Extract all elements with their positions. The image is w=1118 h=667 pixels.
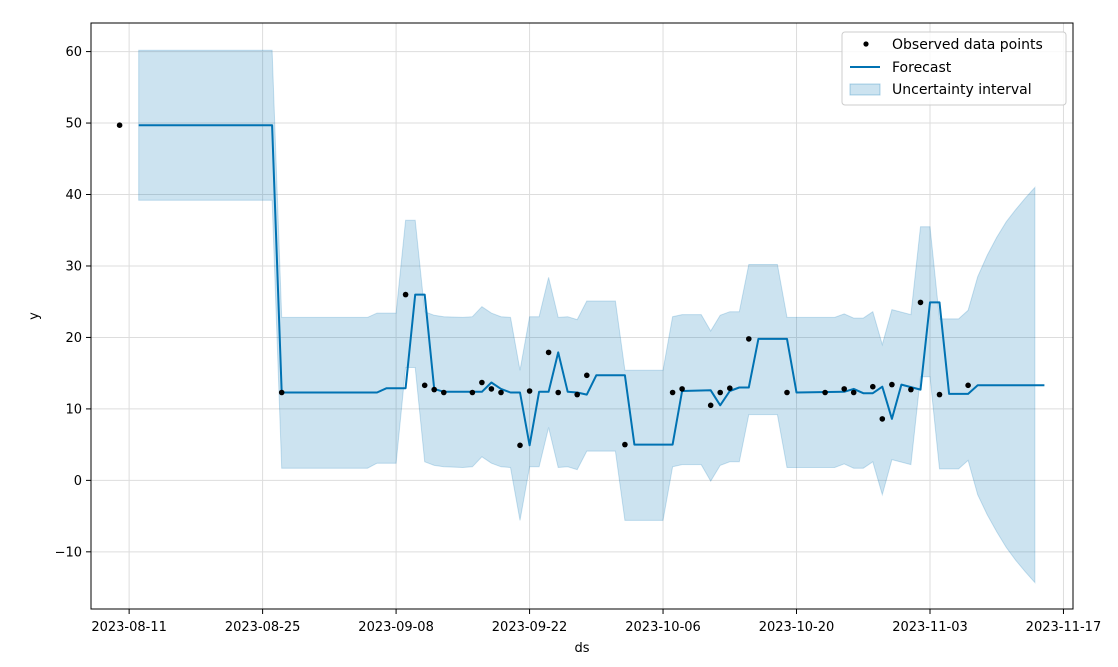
observed-data-point [431, 386, 438, 393]
observed-data-point [965, 382, 971, 389]
grid-lines [91, 23, 1073, 609]
observed-data-point [841, 386, 847, 392]
observed-data-point [679, 386, 685, 392]
y-tick-label: 60 [65, 45, 82, 60]
observed-data-point [526, 388, 533, 394]
observed-points-layer [116, 122, 971, 449]
observed-data-point [488, 386, 495, 392]
y-tick-label: 30 [65, 259, 82, 274]
observed-data-point [545, 349, 552, 356]
observed-data-point [822, 389, 828, 396]
observed-data-point [879, 416, 886, 422]
observed-data-point [669, 389, 676, 396]
y-tick-label: 50 [65, 117, 82, 132]
observed-data-point [746, 336, 752, 342]
observed-data-point [555, 389, 561, 396]
observed-data-point [517, 442, 523, 449]
observed-data-point [707, 402, 714, 409]
observed-data-point [574, 391, 580, 398]
observed-data-point [441, 389, 447, 396]
observed-data-point [421, 382, 428, 389]
plot-frame [90, 22, 1074, 610]
observed-data-point [479, 379, 485, 386]
legend-marker-observed [863, 41, 869, 47]
observed-data-point [622, 441, 628, 448]
x-tick-label: 2023-10-06 [625, 620, 701, 635]
x-tick-label: 2023-09-22 [492, 620, 568, 635]
observed-data-point [278, 389, 285, 396]
x-tick-label: 2023-09-08 [358, 620, 434, 635]
legend-label-observed: Observed data points [892, 37, 1043, 53]
y-tick-label: 40 [65, 188, 82, 203]
legend-marker-interval [849, 83, 881, 96]
observed-data-point [402, 291, 409, 298]
observed-data-point [469, 389, 476, 396]
legend-label-forecast: Forecast [892, 60, 952, 76]
y-axis-label: y [27, 312, 42, 320]
legend-label-interval: Uncertainty interval [892, 82, 1032, 98]
observed-data-point [498, 389, 504, 396]
observed-data-point [116, 122, 123, 128]
observed-data-point [850, 389, 857, 396]
x-tick-label: 2023-11-17 [1026, 620, 1102, 635]
uncertainty-interval-area [138, 49, 1036, 584]
observed-data-point [917, 299, 924, 306]
observed-data-point [784, 389, 790, 396]
observed-data-point [936, 391, 943, 398]
observed-data-point [727, 385, 733, 392]
x-tick-label: 2023-11-03 [892, 620, 968, 635]
y-tick-label: 0 [74, 474, 82, 489]
observed-data-point [717, 389, 723, 396]
observed-data-point [908, 386, 914, 393]
x-tick-label: 2023-10-20 [759, 620, 835, 635]
y-tick-label: −10 [55, 545, 82, 560]
x-tick-label: 2023-08-11 [91, 620, 167, 635]
observed-data-point [870, 383, 876, 390]
x-tick-label: 2023-08-25 [225, 620, 301, 635]
y-tick-label: 20 [65, 331, 82, 346]
legend-box [841, 31, 1067, 106]
y-tick-label: 10 [65, 402, 82, 417]
legend: Observed data points Forecast Uncertaint… [841, 31, 1067, 106]
observed-data-point [889, 381, 895, 388]
observed-data-point [584, 372, 590, 379]
axis-ticks: 2023-08-11 2023-08-25 2023-09-08 2023-09-22… [55, 45, 1102, 635]
uncertainty-band-layer [138, 49, 1036, 584]
x-axis-label: ds [574, 641, 589, 656]
